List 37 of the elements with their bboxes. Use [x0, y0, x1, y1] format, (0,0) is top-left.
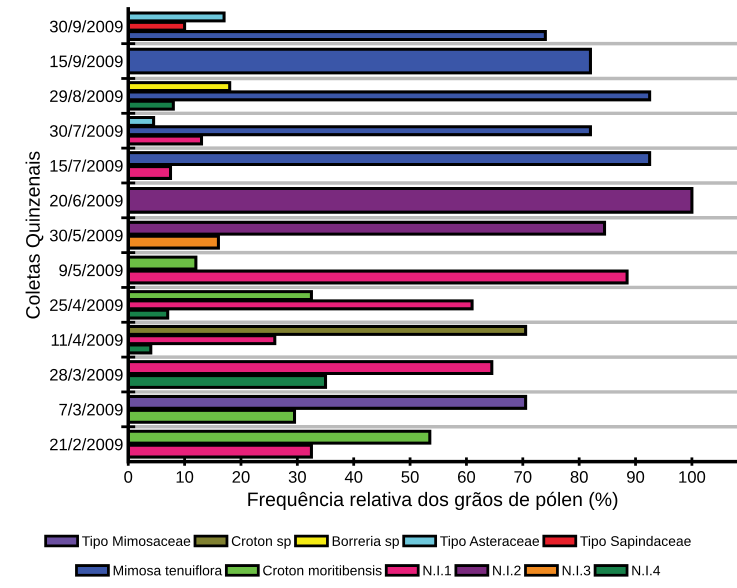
- legend-label: Mimosa tenuiflora: [114, 565, 222, 576]
- x-tick-label: 90: [627, 471, 644, 483]
- x-tick-label: 100: [679, 471, 706, 483]
- legend-label: Tipo Mimosaceae: [82, 536, 190, 549]
- legend-label: N.I.4: [632, 566, 660, 576]
- y-tick-label: 30/9/2009: [50, 20, 123, 32]
- x-tick-label: 70: [514, 471, 532, 483]
- legend-label: Tipo Sapindaceae: [580, 536, 691, 549]
- legend-label: N.I.2: [493, 566, 521, 576]
- legend-label: Croton sp: [232, 536, 291, 549]
- y-tick-label: 15/9/2009: [50, 55, 123, 68]
- x-tick-label: 10: [176, 471, 194, 483]
- x-axis-title: Frequência relativa dos grãos de pólen (%): [248, 492, 618, 510]
- legend-label: Borreria sp: [332, 536, 399, 549]
- x-tick-label: 40: [344, 471, 362, 483]
- y-tick-label: 20/6/2009: [50, 194, 123, 207]
- x-tick-label: 50: [401, 471, 419, 483]
- x-tick-label: 80: [570, 471, 588, 483]
- legend-label: N.I.1: [424, 566, 452, 576]
- y-tick-label: 29/8/2009: [50, 90, 123, 102]
- y-tick-label: 15/7/2009: [50, 160, 123, 172]
- y-tick-label: 25/4/2009: [50, 298, 123, 312]
- legend-label: N.I.3: [562, 566, 590, 576]
- y-tick-label: 21/2/2009: [50, 438, 123, 450]
- y-tick-label: 28/3/2009: [50, 368, 123, 381]
- y-tick-label: 9/5/2009: [59, 264, 123, 276]
- x-tick-label: 20: [232, 471, 250, 483]
- legend-label: Croton moritibensis: [263, 565, 382, 576]
- y-tick-label: 7/3/2009: [59, 403, 123, 416]
- y-tick-label: 11/4/2009: [52, 334, 123, 346]
- legend-label: Tipo Asteraceae: [440, 536, 540, 549]
- x-tick-label: 30: [288, 471, 306, 483]
- x-tick-label: 0: [124, 471, 132, 483]
- y-axis-title: Coletas Quinzenais: [26, 152, 44, 319]
- y-tick-label: 30/5/2009: [50, 229, 123, 242]
- y-tick-label: 30/7/2009: [50, 124, 123, 137]
- x-tick-label: 60: [458, 471, 476, 483]
